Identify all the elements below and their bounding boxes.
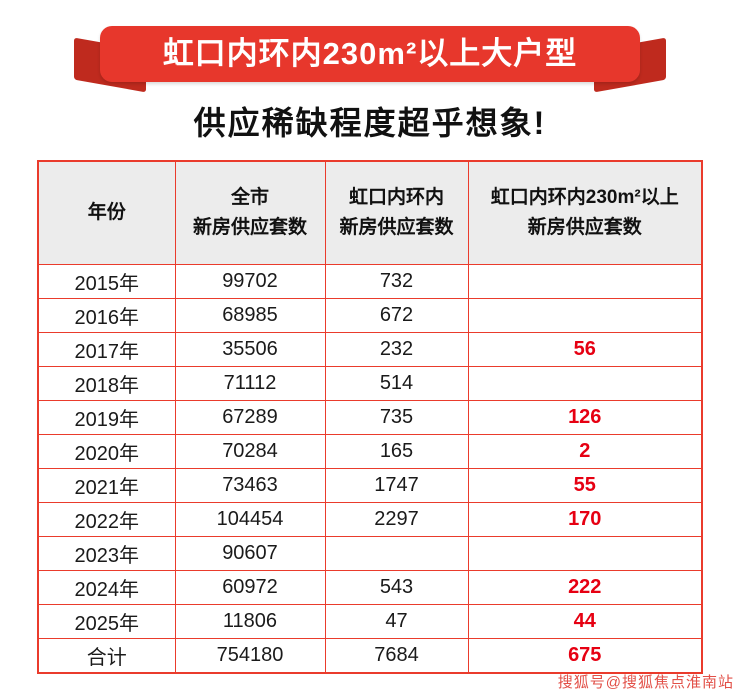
- page-subtitle: 供应稀缺程度超乎想象!: [193, 105, 547, 141]
- table-row: 2018年 71112 514: [37, 366, 703, 401]
- cell-citywide: 104454: [174, 502, 326, 537]
- cell-citywide: 70284: [174, 434, 326, 469]
- cell-large: 170: [467, 502, 703, 537]
- cell-citywide: 73463: [174, 468, 326, 503]
- cell-year: 合计: [37, 638, 176, 674]
- cell-year: 2023年: [37, 536, 176, 571]
- cell-citywide: 71112: [174, 366, 326, 401]
- table-row: 2016年 68985 672: [37, 298, 703, 333]
- table-row: 2022年 104454 2297 170: [37, 502, 703, 537]
- table-row: 2021年 73463 1747 55: [37, 468, 703, 503]
- cell-hongkou: 514: [324, 366, 469, 401]
- col-header-large: 虹口内环内230m²以上 新房供应套数: [467, 160, 703, 265]
- cell-hongkou: 732: [324, 264, 469, 299]
- col-header-hongkou: 虹口内环内 新房供应套数: [324, 160, 469, 265]
- cell-year: 2016年: [37, 298, 176, 333]
- cell-year: 2017年: [37, 332, 176, 367]
- cell-year: 2021年: [37, 468, 176, 503]
- cell-hongkou: [324, 536, 469, 571]
- table-row: 2024年 60972 543 222: [37, 570, 703, 605]
- col-header-year: 年份: [37, 160, 176, 265]
- cell-year: 2020年: [37, 434, 176, 469]
- cell-citywide: 68985: [174, 298, 326, 333]
- cell-year: 2025年: [37, 604, 176, 639]
- cell-large: [467, 264, 703, 299]
- cell-large: 44: [467, 604, 703, 639]
- table-row: 2023年 90607: [37, 536, 703, 571]
- cell-large: 675: [467, 638, 703, 674]
- cell-hongkou: 232: [324, 332, 469, 367]
- watermark: 搜狐号@搜狐焦点淮南站: [557, 674, 734, 691]
- table-row-total: 合计 754180 7684 675: [37, 638, 703, 674]
- cell-large: 222: [467, 570, 703, 605]
- table-row: 2025年 11806 47 44: [37, 604, 703, 639]
- banner-title: 虹口内环内230m²以上大户型: [100, 26, 640, 82]
- cell-large: [467, 298, 703, 333]
- cell-citywide: 35506: [174, 332, 326, 367]
- col-header-citywide: 全市 新房供应套数: [174, 160, 326, 265]
- table-row: 2015年 99702 732: [37, 264, 703, 299]
- cell-hongkou: 1747: [324, 468, 469, 503]
- cell-citywide: 90607: [174, 536, 326, 571]
- cell-citywide: 754180: [174, 638, 326, 674]
- cell-citywide: 60972: [174, 570, 326, 605]
- cell-year: 2022年: [37, 502, 176, 537]
- cell-citywide: 11806: [174, 604, 326, 639]
- cell-citywide: 99702: [174, 264, 326, 299]
- cell-large: 56: [467, 332, 703, 367]
- cell-large: 126: [467, 400, 703, 435]
- cell-hongkou: 735: [324, 400, 469, 435]
- table-row: 2020年 70284 165 2: [37, 434, 703, 469]
- cell-large: 2: [467, 434, 703, 469]
- cell-hongkou: 543: [324, 570, 469, 605]
- cell-year: 2019年: [37, 400, 176, 435]
- banner: 虹口内环内230m²以上大户型: [74, 26, 666, 93]
- table-row: 2019年 67289 735 126: [37, 400, 703, 435]
- cell-citywide: 67289: [174, 400, 326, 435]
- cell-hongkou: 47: [324, 604, 469, 639]
- cell-large: [467, 366, 703, 401]
- supply-table: 年份 全市 新房供应套数 虹口内环内 新房供应套数 虹口内环内230m²以上 新…: [37, 160, 703, 674]
- table-row: 2017年 35506 232 56: [37, 332, 703, 367]
- cell-hongkou: 7684: [324, 638, 469, 674]
- cell-large: [467, 536, 703, 571]
- table-header-row: 年份 全市 新房供应套数 虹口内环内 新房供应套数 虹口内环内230m²以上 新…: [37, 160, 703, 265]
- cell-hongkou: 165: [324, 434, 469, 469]
- cell-hongkou: 672: [324, 298, 469, 333]
- cell-year: 2024年: [37, 570, 176, 605]
- cell-year: 2018年: [37, 366, 176, 401]
- cell-year: 2015年: [37, 264, 176, 299]
- page: 虹口内环内230m²以上大户型 供应稀缺程度超乎想象! 年份 全市 新房供应套数…: [37, 26, 703, 674]
- cell-large: 55: [467, 468, 703, 503]
- cell-hongkou: 2297: [324, 502, 469, 537]
